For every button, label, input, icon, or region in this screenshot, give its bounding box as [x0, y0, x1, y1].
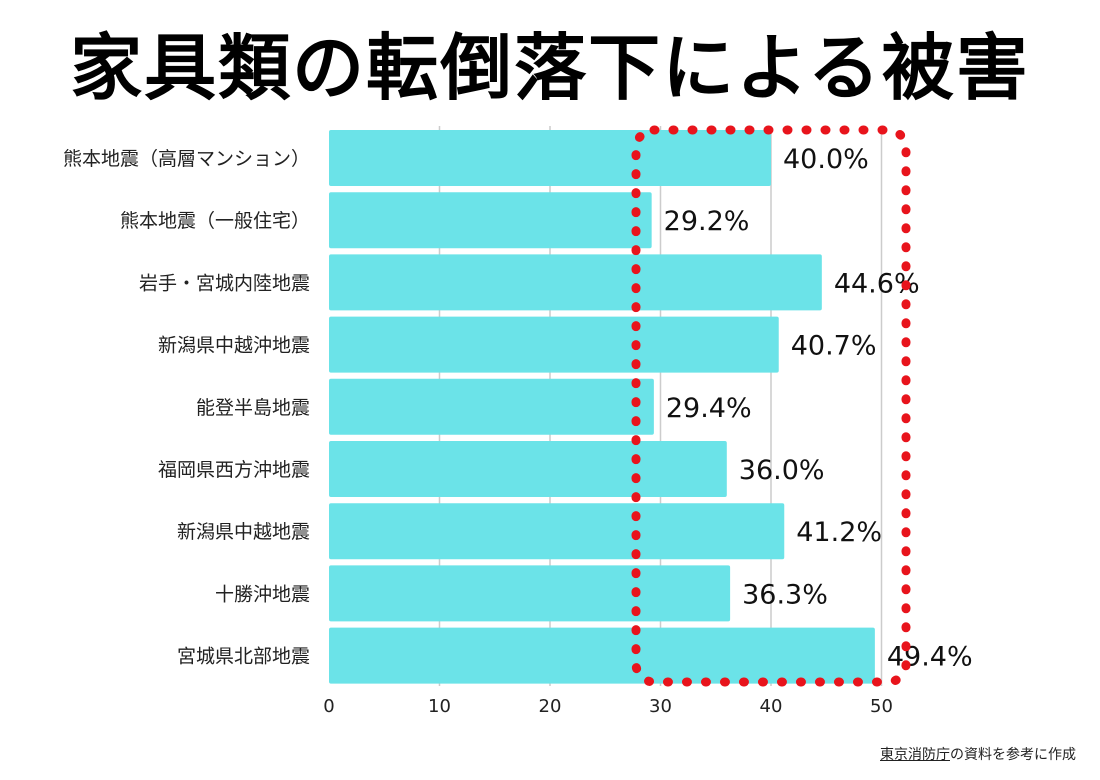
bar [329, 130, 771, 186]
bar [329, 441, 727, 497]
bar [329, 316, 779, 373]
category-label: 新潟県中越沖地震 [158, 335, 310, 357]
chart-title: 家具類の転倒落下による被害 [70, 26, 1030, 110]
x-tick-label: 30 [649, 696, 672, 717]
value-label: 29.2% [664, 206, 750, 237]
category-label: 熊本地震（高層マンション） [63, 148, 310, 170]
value-label: 36.0% [739, 455, 825, 486]
x-tick-label: 50 [870, 696, 893, 717]
bar [329, 378, 654, 435]
category-label: 岩手・宮城内陸地震 [139, 272, 310, 294]
bar [329, 503, 785, 560]
value-label: 41.2% [796, 517, 882, 548]
category-label: 新潟県中越地震 [177, 521, 310, 543]
category-label: 十勝沖地震 [215, 583, 310, 605]
bar [329, 192, 652, 249]
highlight-box [631, 125, 911, 687]
x-tick-label: 10 [428, 696, 451, 717]
category-label: 熊本地震（一般住宅） [120, 210, 310, 232]
value-label: 40.0% [783, 144, 869, 175]
x-tick-label: 40 [760, 696, 783, 717]
bar [329, 254, 822, 311]
source-org: 東京消防庁 [880, 747, 950, 763]
value-label: 49.4% [887, 642, 973, 673]
source-note: 東京消防庁の資料を参考に作成 [880, 744, 1076, 764]
x-tick-label: 0 [323, 696, 334, 717]
category-label: 福岡県西方沖地震 [158, 459, 310, 481]
value-label: 29.4% [666, 393, 752, 424]
bar [329, 565, 731, 622]
bar [329, 627, 875, 684]
x-tick-label: 20 [539, 696, 562, 717]
value-label: 40.7% [791, 331, 877, 362]
category-label: 能登半島地震 [196, 397, 310, 419]
source-text: の資料を参考に作成 [950, 747, 1076, 763]
value-label: 36.3% [742, 579, 828, 610]
category-label: 宮城県北部地震 [177, 646, 310, 668]
